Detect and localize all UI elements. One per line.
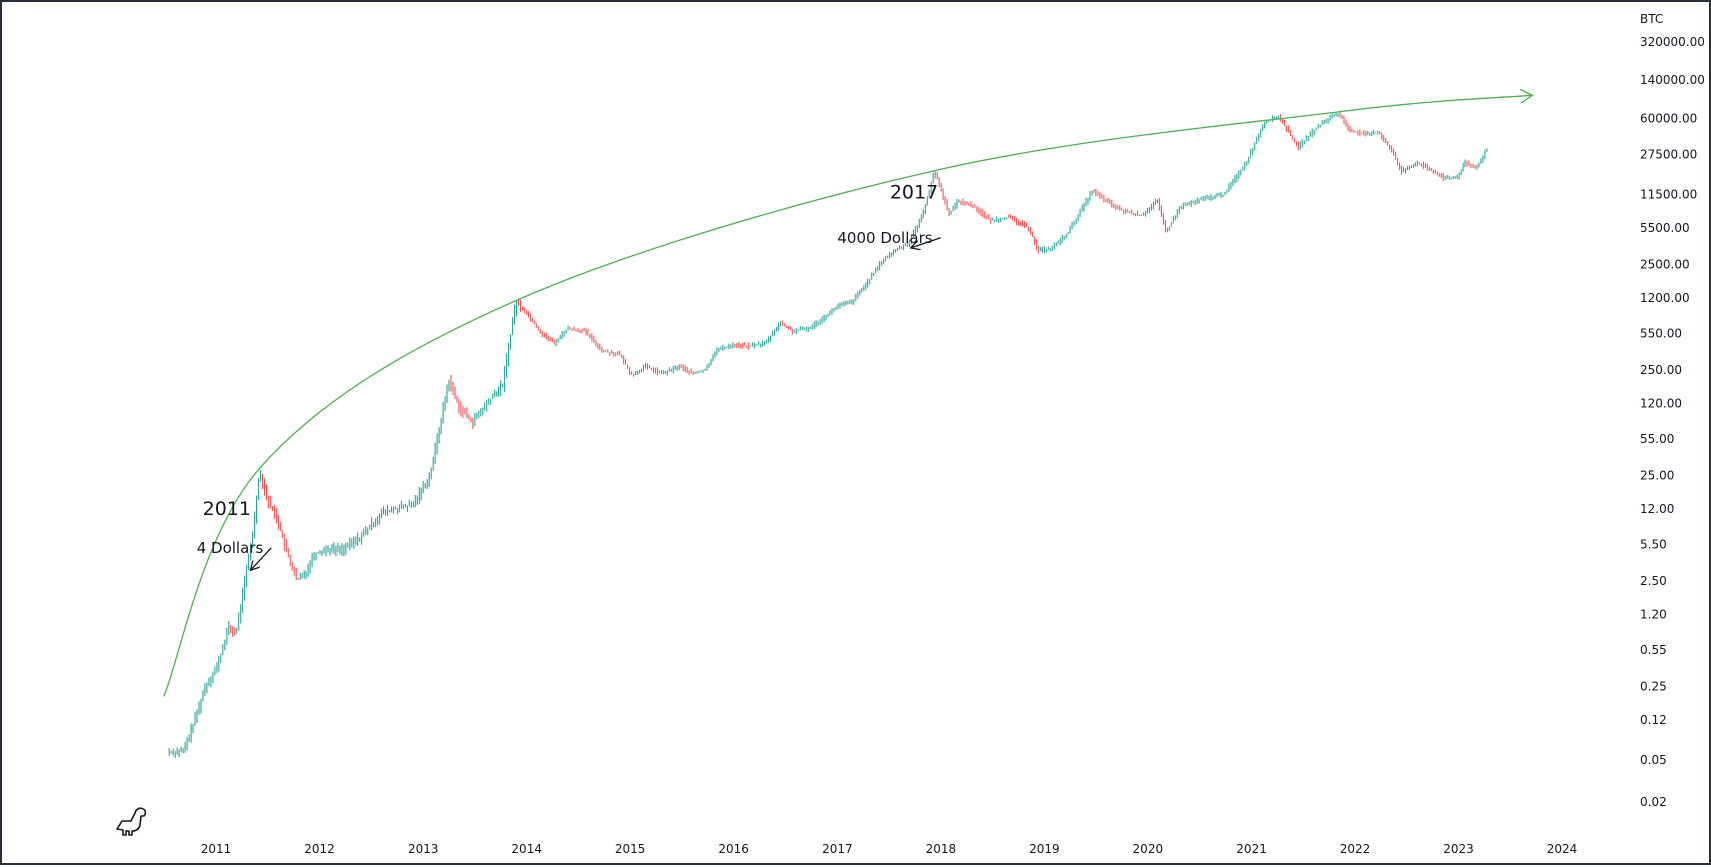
- y-tick-label: 11500.00: [1640, 187, 1697, 201]
- x-axis: 2011 2012 2013 2014 2015 2016 2017 2018 2019 2020…: [201, 842, 1578, 856]
- y-tick-label: 1.20: [1640, 607, 1667, 621]
- y-tick-label: 0.12: [1640, 713, 1667, 727]
- annotation-label: 4000 Dollars: [837, 229, 932, 247]
- y-tick-label: 2500.00: [1640, 257, 1690, 271]
- y-tick-label: 140000.00: [1640, 73, 1705, 87]
- y-tick-label: 5500.00: [1640, 221, 1690, 235]
- x-tick-label: 2020: [1133, 842, 1164, 856]
- x-tick-label: 2019: [1029, 842, 1060, 856]
- y-tick-label: 2.50: [1640, 574, 1667, 588]
- x-tick-label: 2015: [615, 842, 646, 856]
- x-tick-label: 2013: [408, 842, 439, 856]
- y-axis: BTC 320000.00 140000.00 60000.00 27500.00 11…: [1640, 12, 1705, 809]
- annotation-label: 2011: [203, 498, 251, 520]
- annotations-layer: 2011 4 Dollars 2017 4000 Dollars: [197, 182, 941, 570]
- y-tick-label: 12.00: [1640, 502, 1674, 516]
- x-tick-label: 2024: [1547, 842, 1578, 856]
- x-tick-label: 2021: [1236, 842, 1267, 856]
- y-tick-label: 550.00: [1640, 327, 1682, 341]
- y-tick-label: 1200.00: [1640, 291, 1690, 305]
- y-tick-label: 55.00: [1640, 432, 1674, 446]
- x-tick-label: 2012: [304, 842, 335, 856]
- y-tick-label: 60000.00: [1640, 112, 1697, 126]
- y-tick-label: 0.55: [1640, 643, 1667, 657]
- y-tick-label: 0.25: [1640, 679, 1667, 693]
- y-tick-label: 25.00: [1640, 468, 1674, 482]
- y-tick-label: 0.02: [1640, 795, 1667, 809]
- x-tick-label: 2023: [1443, 842, 1474, 856]
- annotation-arrow: [251, 547, 272, 570]
- x-tick-label: 2014: [511, 842, 542, 856]
- y-tick-label: 5.50: [1640, 538, 1667, 552]
- growth-curve-arrow: [163, 95, 1532, 697]
- x-tick-label: 2011: [201, 842, 232, 856]
- dinosaur-logo-icon: [116, 807, 147, 836]
- x-tick-label: 2022: [1340, 842, 1371, 856]
- annotation-arrow: [912, 237, 941, 248]
- y-tick-label: 0.05: [1640, 753, 1667, 767]
- x-tick-label: 2017: [822, 842, 853, 856]
- annotation-label: 2017: [890, 182, 938, 204]
- y-tick-label: 120.00: [1640, 396, 1682, 410]
- x-tick-label: 2016: [718, 842, 749, 856]
- annotation-label: 4 Dollars: [197, 539, 264, 557]
- y-tick-label: 27500.00: [1640, 147, 1697, 161]
- x-tick-label: 2018: [926, 842, 957, 856]
- candles-layer: [168, 111, 1488, 759]
- y-tick-label: 250.00: [1640, 363, 1682, 377]
- y-tick-label: 320000.00: [1640, 35, 1705, 49]
- symbol-label: BTC: [1640, 12, 1663, 26]
